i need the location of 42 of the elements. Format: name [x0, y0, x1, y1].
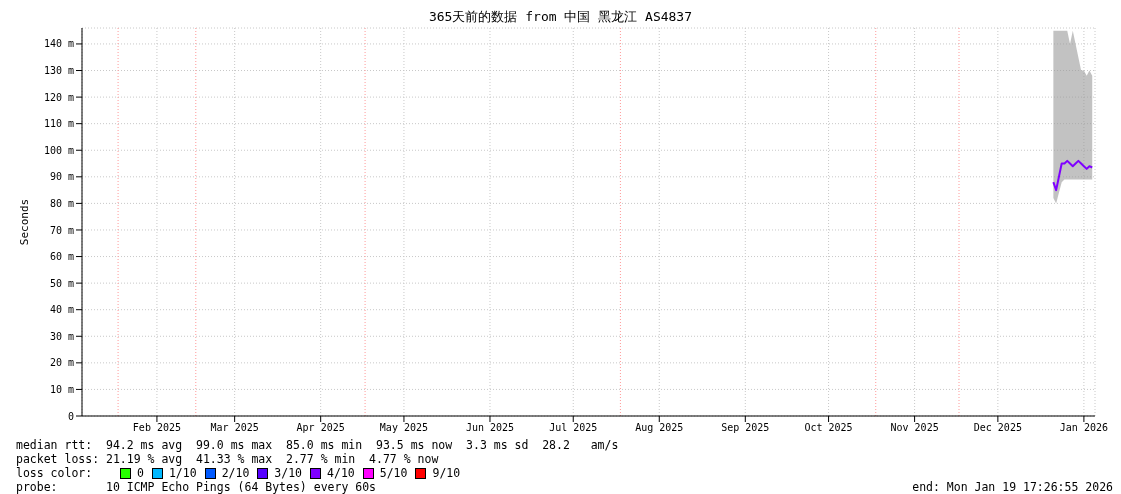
- y-tick-label: 10 m: [49, 383, 74, 395]
- line-series: [1052, 159, 1094, 192]
- y-tick-label: 110 m: [43, 118, 74, 130]
- x-tick-label: May 2025: [379, 422, 429, 434]
- legend-label: 9/10: [432, 466, 461, 480]
- x-tick-label: Jun 2025: [465, 422, 515, 434]
- y-tick-label: 20 m: [49, 357, 74, 369]
- legend-label: 0: [137, 466, 144, 480]
- x-tick-label: Nov 2025: [890, 422, 939, 434]
- text: median rtt: 94.2 ms avg 99.0 ms max 85.0 ms min 93.5 ms now 3.3 ms sd 28.2 am/s: [16, 438, 620, 452]
- y-tick-label: 140 m: [43, 38, 74, 50]
- x-tick-label: Aug 2025: [635, 422, 684, 434]
- x-tick-label: Jul 2025: [549, 422, 598, 434]
- y-tick-label: 90 m: [49, 171, 74, 183]
- y-tick-label: 40 m: [49, 304, 74, 316]
- y-tick-label: 100 m: [43, 144, 74, 156]
- y-axis-title: Seconds: [17, 198, 31, 246]
- x-tick-label: Sep 2025: [721, 422, 770, 434]
- x-tick-label: Apr 2025: [296, 422, 345, 434]
- y-tick-label: 30 m: [49, 330, 74, 342]
- legend-title: loss color:: [16, 466, 94, 480]
- x-tick-label: Feb 2025: [132, 422, 182, 434]
- text: probe: 10 ICMP Echo Pings (64 Bytes) every 60s: [16, 480, 377, 494]
- legend-label: 2/10: [221, 466, 250, 480]
- y-tick-label: 50 m: [49, 277, 74, 289]
- y-tick-label: 60 m: [49, 251, 74, 263]
- x-tick-label: Jan 2026: [1059, 422, 1108, 434]
- legend-label: 4/10: [327, 466, 355, 480]
- y-tick-label: 120 m: [43, 91, 74, 103]
- legend-label: 1/10: [168, 466, 197, 480]
- x-tick-label: Dec 2025: [973, 422, 1022, 434]
- x-tick-label: Oct 2025: [804, 422, 853, 434]
- legend-label: 5/10: [379, 466, 408, 480]
- text: end: Mon Jan 19 17:26:55 2026: [912, 480, 1113, 494]
- y-tick-label: 80 m: [49, 197, 74, 209]
- text: packet loss: 21.19 % avg 41.33 % max 2.77 % min 4.77 % now: [16, 452, 440, 466]
- y-tick-label: 70 m: [49, 224, 74, 236]
- x-tick-label: Mar 2025: [210, 422, 259, 434]
- y-tick-label: 0: [67, 410, 74, 422]
- chart-title: 365天前的数据 from 中国 黑龙江 AS4837: [427, 8, 694, 26]
- y-tick-label: 130 m: [43, 65, 74, 77]
- legend-label: 3/10: [274, 466, 303, 480]
